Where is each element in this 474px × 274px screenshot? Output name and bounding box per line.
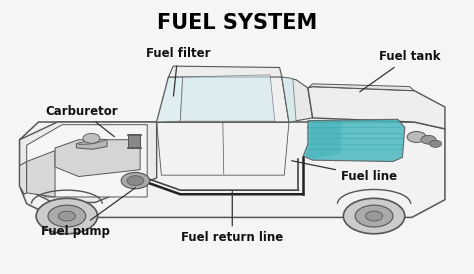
Polygon shape	[282, 77, 296, 122]
Circle shape	[121, 172, 150, 189]
Polygon shape	[156, 74, 289, 122]
Text: Fuel filter: Fuel filter	[146, 47, 210, 96]
Text: Fuel tank: Fuel tank	[360, 50, 440, 92]
Polygon shape	[306, 121, 341, 159]
Text: Carburetor: Carburetor	[46, 105, 118, 137]
Circle shape	[355, 205, 393, 227]
Polygon shape	[19, 122, 445, 218]
Polygon shape	[308, 84, 414, 91]
Polygon shape	[76, 140, 107, 149]
Polygon shape	[303, 119, 405, 162]
Circle shape	[421, 135, 436, 144]
Polygon shape	[55, 140, 140, 176]
Circle shape	[407, 132, 426, 142]
Circle shape	[127, 176, 144, 185]
Circle shape	[48, 205, 86, 227]
Polygon shape	[168, 66, 282, 77]
Text: FUEL SYSTEM: FUEL SYSTEM	[157, 13, 317, 33]
Polygon shape	[282, 77, 313, 122]
Polygon shape	[128, 147, 141, 149]
Polygon shape	[308, 87, 445, 129]
Polygon shape	[156, 77, 182, 122]
Polygon shape	[128, 134, 140, 148]
Polygon shape	[27, 151, 55, 197]
Circle shape	[365, 211, 383, 221]
Polygon shape	[19, 122, 156, 202]
Text: Fuel line: Fuel line	[292, 161, 397, 183]
Polygon shape	[180, 75, 275, 121]
Polygon shape	[128, 134, 141, 135]
Polygon shape	[27, 125, 147, 197]
Circle shape	[58, 211, 75, 221]
Text: Fuel pump: Fuel pump	[41, 188, 136, 238]
Polygon shape	[79, 139, 105, 145]
Text: Fuel return line: Fuel return line	[181, 192, 283, 244]
Polygon shape	[19, 162, 27, 194]
Circle shape	[83, 133, 100, 143]
Circle shape	[429, 140, 442, 147]
Circle shape	[36, 198, 98, 234]
Circle shape	[343, 198, 405, 234]
